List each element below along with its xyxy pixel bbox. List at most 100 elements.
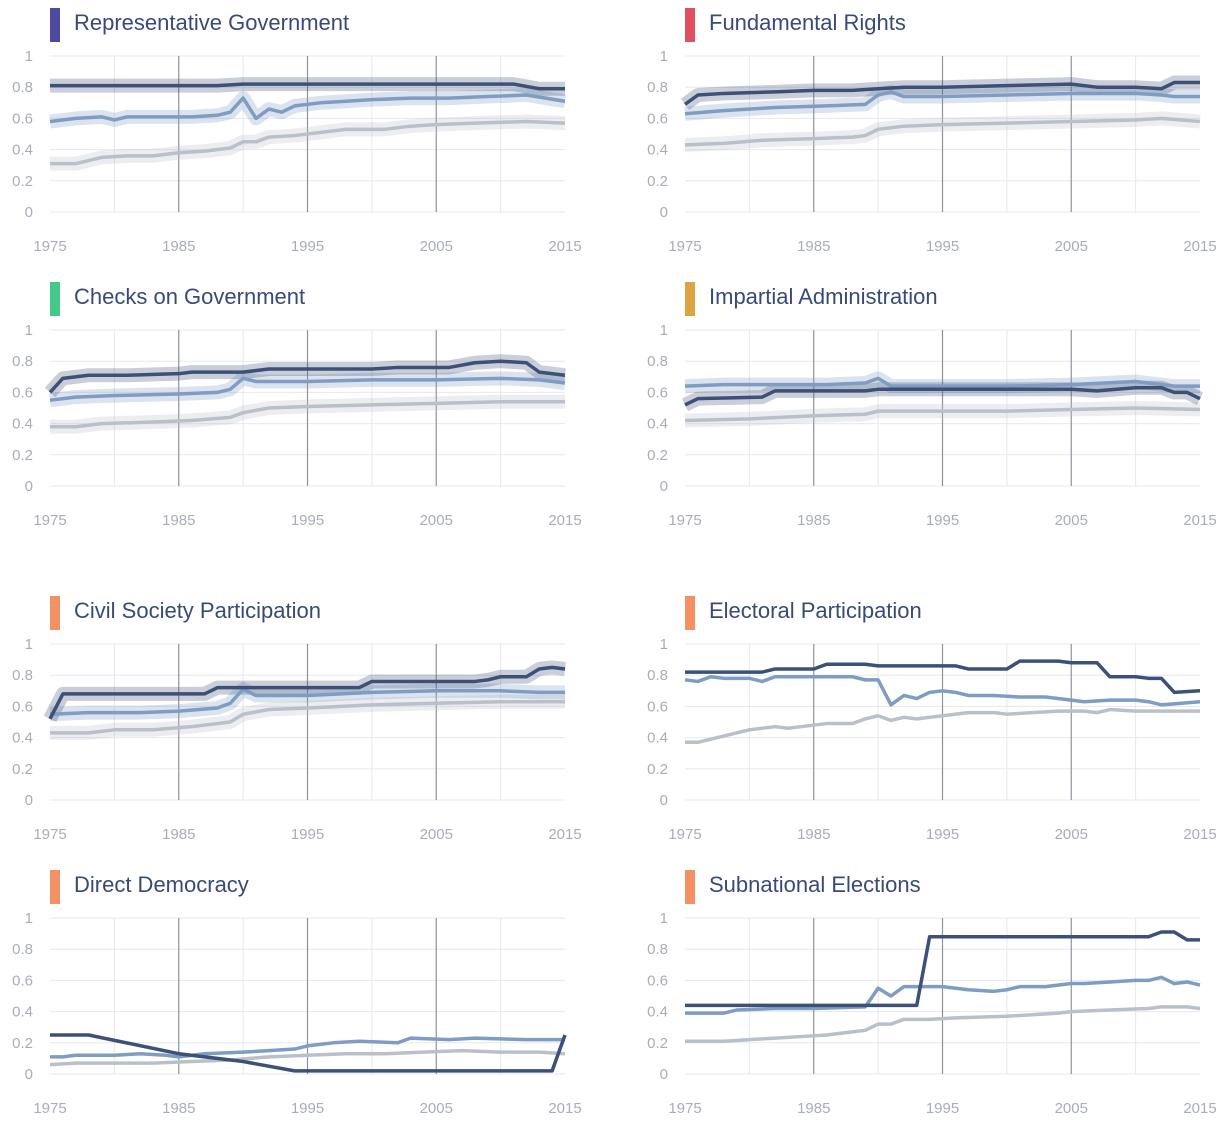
y-tick-label: 0.6 xyxy=(647,972,668,989)
category-color-marker xyxy=(685,870,695,904)
y-tick-label: 0.8 xyxy=(12,667,33,684)
line-chart: 0 0.2 0.4 0.6 0.8 1 1975 1985 1995 2005 2015 xyxy=(0,318,600,536)
y-tick-label: 0.4 xyxy=(12,730,33,747)
category-color-marker xyxy=(685,282,695,316)
y-tick-label: 1 xyxy=(660,910,668,927)
y-tick-label: 0.2 xyxy=(12,173,33,190)
line-chart: 0 0.2 0.4 0.6 0.8 1 1975 1985 1995 2005 2015 xyxy=(0,906,600,1124)
y-tick-label: 0.6 xyxy=(647,384,668,401)
x-tick-label: 1995 xyxy=(926,238,959,255)
line-chart: 0 0.2 0.4 0.6 0.8 1 1975 1985 1995 2005 2015 xyxy=(635,318,1231,536)
y-tick-label: 0.8 xyxy=(647,353,668,370)
x-tick-label: 2015 xyxy=(548,1100,581,1117)
panel-checks-on-government: Checks on Government 0 0.2 0.4 0.6 0.8 1 1975 1… xyxy=(0,274,600,536)
x-tick-label: 2005 xyxy=(420,1100,453,1117)
panel-subnational-elections: Subnational Elections 0 0.2 0.4 0.6 0.8 1 1975… xyxy=(635,862,1231,1124)
y-tick-label: 0.6 xyxy=(12,698,33,715)
x-tick-label: 1975 xyxy=(668,1100,701,1117)
x-tick-label: 1995 xyxy=(291,1100,324,1117)
y-tick-label: 0.2 xyxy=(647,761,668,778)
x-tick-label: 1985 xyxy=(162,238,195,255)
y-tick-label: 0 xyxy=(25,478,33,495)
y-tick-label: 0.2 xyxy=(12,1035,33,1052)
x-tick-label: 1985 xyxy=(797,238,830,255)
chart-title: Subnational Elections xyxy=(709,872,921,898)
x-tick-label: 1975 xyxy=(33,238,66,255)
x-tick-label: 2015 xyxy=(1183,826,1216,843)
y-tick-label: 0.6 xyxy=(647,698,668,715)
y-tick-label: 0.2 xyxy=(647,447,668,464)
category-color-marker xyxy=(50,282,60,316)
y-tick-label: 0.4 xyxy=(647,416,668,433)
y-tick-label: 1 xyxy=(660,48,668,65)
chart-title: Checks on Government xyxy=(74,284,305,310)
x-tick-label: 2015 xyxy=(1183,512,1216,529)
x-tick-label: 2015 xyxy=(1183,1100,1216,1117)
y-tick-label: 0 xyxy=(660,792,668,809)
line-chart: 0 0.2 0.4 0.6 0.8 1 1975 1985 1995 2005 2015 xyxy=(635,44,1231,262)
y-tick-label: 1 xyxy=(25,322,33,339)
y-tick-label: 0.4 xyxy=(12,416,33,433)
category-color-marker xyxy=(50,870,60,904)
y-tick-label: 0.4 xyxy=(647,142,668,159)
y-tick-label: 0.6 xyxy=(647,110,668,127)
x-tick-label: 1985 xyxy=(797,1100,830,1117)
x-tick-label: 2015 xyxy=(1183,238,1216,255)
line-chart: 0 0.2 0.4 0.6 0.8 1 1975 1985 1995 2005 2015 xyxy=(635,632,1231,850)
y-tick-label: 1 xyxy=(660,322,668,339)
y-tick-label: 0.2 xyxy=(647,173,668,190)
x-tick-label: 1995 xyxy=(926,1100,959,1117)
y-tick-label: 0.8 xyxy=(647,79,668,96)
y-tick-label: 0.8 xyxy=(647,667,668,684)
y-tick-label: 0.2 xyxy=(647,1035,668,1052)
y-tick-label: 0 xyxy=(660,1066,668,1083)
y-tick-label: 0.4 xyxy=(12,142,33,159)
panel-electoral-participation: Electoral Participation 0 0.2 0.4 0.6 0.8 1 19… xyxy=(635,588,1231,850)
x-tick-label: 2005 xyxy=(420,238,453,255)
y-tick-label: 0.8 xyxy=(12,79,33,96)
x-tick-label: 2015 xyxy=(548,826,581,843)
x-tick-label: 1995 xyxy=(291,512,324,529)
x-tick-label: 1985 xyxy=(162,1100,195,1117)
category-color-marker xyxy=(685,8,695,42)
y-tick-label: 1 xyxy=(660,636,668,653)
x-tick-label: 1975 xyxy=(33,1100,66,1117)
y-tick-label: 0.6 xyxy=(12,110,33,127)
y-tick-label: 0 xyxy=(660,478,668,495)
line-chart: 0 0.2 0.4 0.6 0.8 1 1975 1985 1995 2005 2015 xyxy=(0,632,600,850)
x-tick-label: 2005 xyxy=(420,826,453,843)
x-tick-label: 1975 xyxy=(668,512,701,529)
chart-title: Impartial Administration xyxy=(709,284,938,310)
line-chart: 0 0.2 0.4 0.6 0.8 1 1975 1985 1995 2005 2015 xyxy=(635,906,1231,1124)
y-tick-label: 0 xyxy=(25,204,33,221)
y-tick-label: 0.4 xyxy=(647,730,668,747)
y-tick-label: 1 xyxy=(25,48,33,65)
chart-title: Civil Society Participation xyxy=(74,598,321,624)
x-tick-label: 1975 xyxy=(668,826,701,843)
x-tick-label: 2005 xyxy=(1055,512,1088,529)
y-tick-label: 0.8 xyxy=(12,353,33,370)
line-chart: 0 0.2 0.4 0.6 0.8 1 1975 1985 1995 2005 2015 xyxy=(0,44,600,262)
x-tick-label: 1975 xyxy=(668,238,701,255)
x-tick-label: 2005 xyxy=(1055,238,1088,255)
panel-representative-government: Representative Government 0 0.2 0.4 0.6 0.8 1… xyxy=(0,0,600,262)
panel-civil-society-participation: Civil Society Participation 0 0.2 0.4 0.6 0.… xyxy=(0,588,600,850)
x-tick-label: 1975 xyxy=(33,826,66,843)
x-tick-label: 1995 xyxy=(926,826,959,843)
panel-direct-democracy: Direct Democracy 0 0.2 0.4 0.6 0.8 1 1975 1985 1… xyxy=(0,862,600,1124)
x-tick-label: 2005 xyxy=(1055,826,1088,843)
x-tick-label: 1975 xyxy=(33,512,66,529)
y-tick-label: 0.6 xyxy=(12,972,33,989)
x-tick-label: 1995 xyxy=(291,238,324,255)
x-tick-label: 2015 xyxy=(548,238,581,255)
x-tick-label: 1985 xyxy=(797,512,830,529)
y-tick-label: 0.8 xyxy=(647,941,668,958)
x-tick-label: 1985 xyxy=(162,826,195,843)
y-tick-label: 0.8 xyxy=(12,941,33,958)
x-tick-label: 2005 xyxy=(420,512,453,529)
category-color-marker xyxy=(50,596,60,630)
x-tick-label: 1985 xyxy=(797,826,830,843)
y-tick-label: 0.4 xyxy=(647,1004,668,1021)
y-tick-label: 0 xyxy=(25,1066,33,1083)
y-tick-label: 0 xyxy=(660,204,668,221)
